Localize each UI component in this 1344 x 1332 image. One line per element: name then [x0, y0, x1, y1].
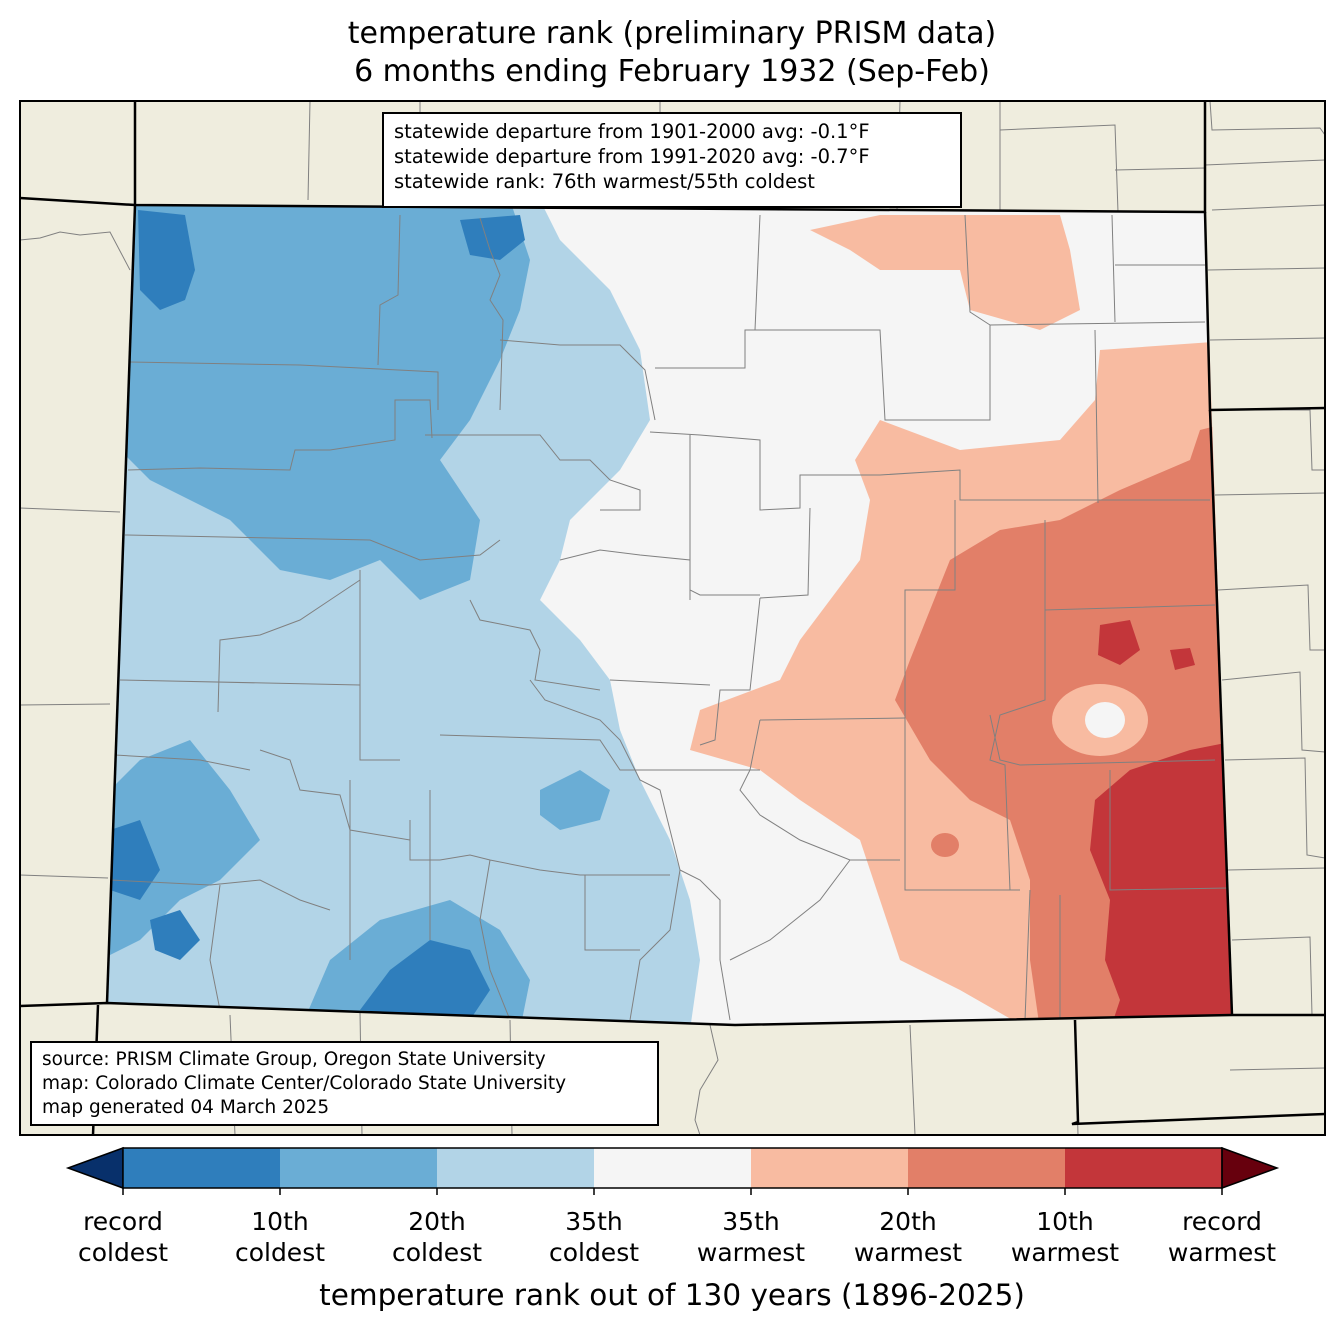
zone-record-10th-coldest: [138, 210, 195, 310]
colorbar-label-35th-warmest: 35th warmest: [696, 1207, 806, 1267]
stats-departure-1901-2000: statewide departure from 1901-2000 avg: …: [394, 120, 870, 143]
map-frame: [19, 100, 1326, 1136]
state-borders: [19, 101, 1326, 1136]
colorbar-label-20th-warmest: 20th warmest: [853, 1207, 963, 1267]
colorbar-segment-near-normal: [594, 1148, 751, 1188]
source-credit-box: source: PRISM Climate Group, Oregon Stat…: [30, 1041, 659, 1126]
colorbar-segment-10th-to-record-warm: [1065, 1148, 1222, 1188]
colorbar-arrow-above-record: [1221, 1146, 1280, 1190]
zone-warm-ring-center: [1085, 702, 1125, 738]
zone-record-10th-coldest-d: [360, 940, 490, 1020]
zone-10th-20th-coldest-b: [107, 740, 260, 960]
colorbar-segment-20th-to-35th-cold: [437, 1148, 594, 1188]
colorbar-segment-20th-to-10th-warm: [908, 1148, 1065, 1188]
source-generated-date: map generated 04 March 2025: [42, 1097, 330, 1118]
map-title-line-2: 6 months ending February 1932 (Sep-Feb): [354, 54, 990, 89]
source-prism: source: PRISM Climate Group, Oregon Stat…: [42, 1049, 546, 1070]
colorbar-label-record-coldest: record coldest: [77, 1207, 169, 1267]
zone-10th-record-warmest-c: [1170, 648, 1195, 670]
colorbar-label-20th-coldest: 20th coldest: [391, 1207, 483, 1267]
colorbar-outline: [122, 1147, 1223, 1189]
colorbar-segment-35th-to-20th-warm: [751, 1148, 908, 1188]
map-title-line-1: temperature rank (preliminary PRISM data…: [347, 16, 997, 51]
colorbar-label-35th-coldest: 35th coldest: [548, 1207, 640, 1267]
colorado-county-lines: [109, 214, 1231, 1021]
zone-record-10th-coldest-c: [110, 820, 160, 900]
source-map-credit: map: Colorado Climate Center/Colorado St…: [42, 1073, 567, 1094]
zone-10th-record-warmest-b: [1098, 620, 1140, 665]
colorbar-title: temperature rank out of 130 years (1896-…: [319, 1278, 1025, 1312]
zone-10th-20th-coldest-d: [540, 770, 610, 830]
zone-record-10th-coldest-b: [460, 215, 525, 260]
colorbar-segment-record-to-10th-cold: [123, 1148, 280, 1188]
stats-statewide-rank: statewide rank: 76th warmest/55th coldes…: [394, 170, 815, 193]
colorbar-arrow-below-record: [65, 1146, 124, 1190]
colorbar-label-10th-coldest: 10th coldest: [234, 1207, 326, 1267]
zone-10th-20th-coldest: [107, 205, 530, 600]
colorbar-segment-10th-to-20th-cold: [280, 1148, 437, 1188]
colorbar-label-10th-warmest: 10th warmest: [1010, 1207, 1120, 1267]
zone-35th-20th-warmest: [810, 215, 1080, 330]
zone-10th-record-warmest: [1090, 740, 1232, 1025]
zone-warm-spot: [931, 833, 959, 857]
zone-record-10th-coldest-e: [150, 910, 200, 960]
colorbar-label-record-warmest: record warmest: [1167, 1207, 1277, 1267]
colorbar: [65, 1146, 1280, 1195]
stats-departure-1991-2020: statewide departure from 1991-2020 avg: …: [394, 145, 870, 168]
statewide-stats-box: statewide departure from 1901-2000 avg: …: [382, 112, 962, 208]
colorado-rank-field: [107, 205, 1232, 1025]
